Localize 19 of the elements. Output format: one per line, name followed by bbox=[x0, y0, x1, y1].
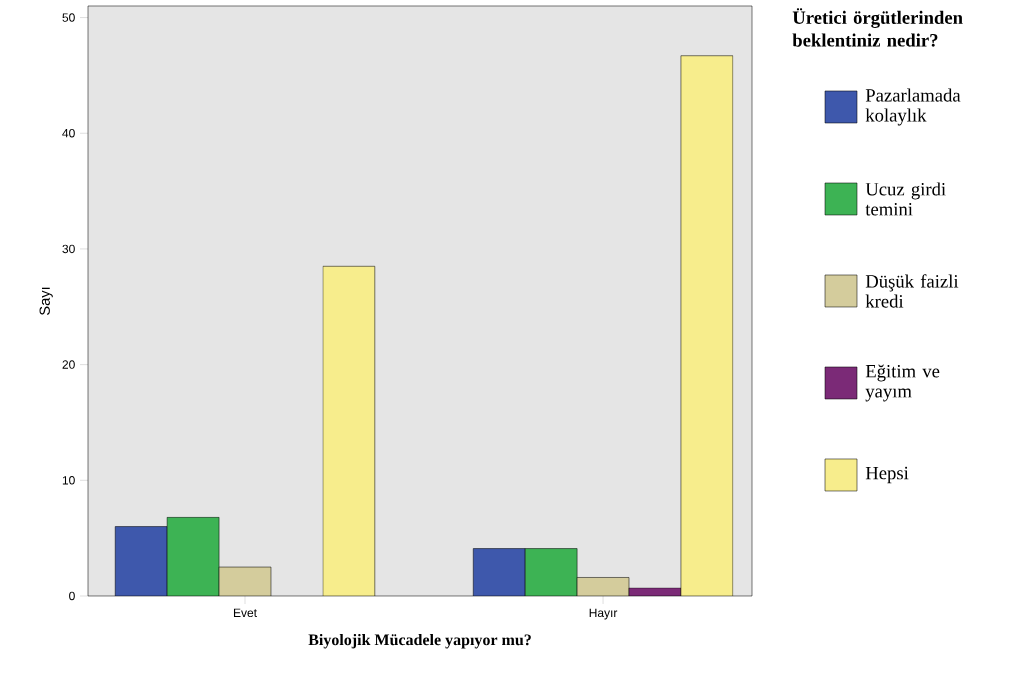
legend-title: Üretici örgütlerinden beklentiniz nedir? bbox=[792, 8, 963, 47]
bar bbox=[218, 566, 272, 596]
bar bbox=[114, 526, 168, 596]
legend-label: Pazarlamada kolaylık bbox=[865, 88, 961, 126]
legend-label: Düşük faizli kredi bbox=[865, 274, 959, 308]
y-tick-label: 30 bbox=[62, 244, 75, 254]
y-tick-label: 20 bbox=[62, 360, 75, 369]
bar bbox=[472, 548, 526, 596]
x-axis-title: Biyolojik Mücadele yapıyor mu? bbox=[308, 633, 531, 649]
legend-label: Hepsi bbox=[865, 466, 909, 484]
y-axis-title: Sayı bbox=[39, 287, 53, 315]
legend-label: Ucuz girdi temini bbox=[865, 182, 946, 216]
y-tick-label: 50 bbox=[62, 13, 75, 22]
x-tick-label: Evet bbox=[233, 608, 257, 618]
legend-label: Eğitim ve yayım bbox=[865, 364, 940, 402]
x-tick-label: Hayır bbox=[589, 608, 618, 620]
y-tick-label: 40 bbox=[62, 128, 75, 138]
y-tick-label: 0 bbox=[69, 591, 75, 601]
y-tick-label: 10 bbox=[62, 476, 75, 485]
